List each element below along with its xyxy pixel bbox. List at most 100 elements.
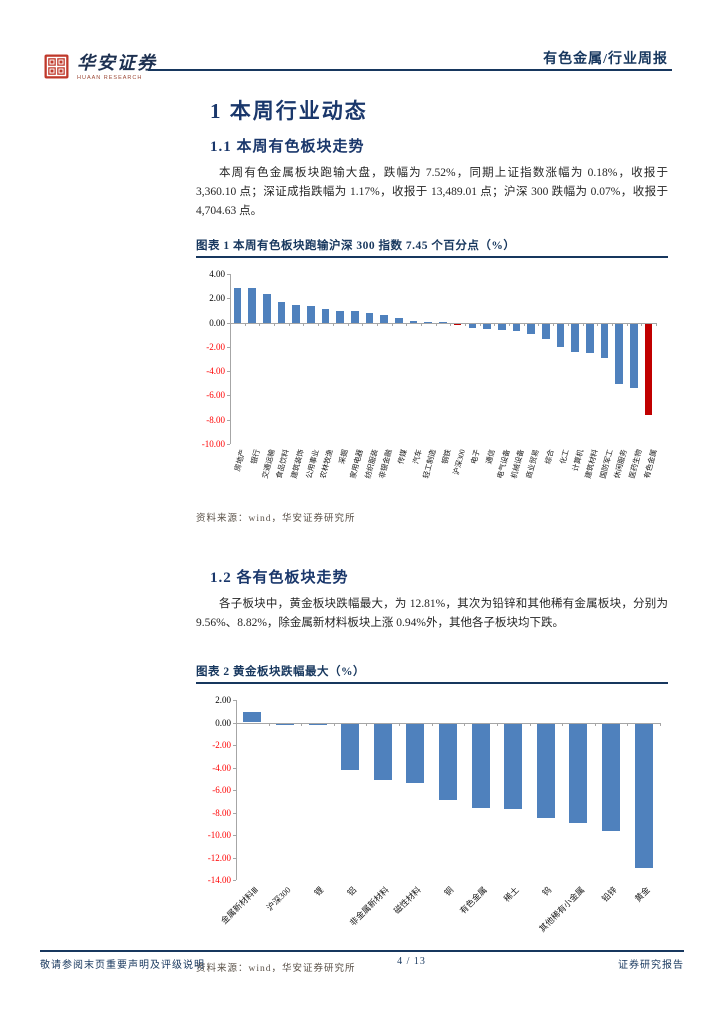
y-tick-label: 0.00 [209,317,225,328]
logo-subtitle: HUAAN RESEARCH [77,75,143,81]
x-category-label: 金属新材料Ⅲ [218,884,261,926]
logo-title: 华安证券 [77,53,157,73]
bar [630,323,638,388]
y-tick-label: -10.00 [207,830,231,840]
y-axis-tick [233,767,236,769]
x-axis-tick [660,722,661,726]
y-axis-tick [227,444,230,445]
bar [373,723,392,780]
x-axis-tick [567,322,569,326]
x-category-label: 有色金属 [457,884,489,916]
bar [292,304,300,323]
subsection-title-1-2: 1.2 各有色板块走势 [210,570,349,586]
bar [439,321,447,323]
x-axis-tick [318,322,320,326]
x-axis-tick [435,322,437,326]
x-category-label: 铜 [442,884,456,898]
bar [321,309,330,323]
x-axis-tick [347,322,349,326]
y-tick-label: -6.00 [212,785,231,795]
y-axis-tick [233,745,236,746]
bar [483,323,491,330]
x-axis-tick [366,722,368,726]
x-axis-tick [594,722,596,726]
x-category-label: 传媒 [396,448,409,466]
x-axis-tick [259,322,261,326]
bar [341,723,360,770]
bar [380,314,389,323]
x-axis-tick [399,722,401,726]
bar [439,723,457,800]
figure2-source: 资料来源：wind，华安证券研究所 [196,964,356,974]
x-axis-tick [376,322,378,326]
x-axis-tick [333,722,335,726]
header-divider [148,69,672,71]
x-axis-tick [301,722,303,726]
x-category-label: 综合 [542,448,556,466]
x-axis-tick [656,322,657,326]
bar [542,323,550,340]
paragraph-subsector-performance: 各子板块中，黄金板块跌幅最大，为 12.81%，其次为铅锌和其他稀有金属板块，分… [196,598,668,629]
bar [536,723,555,818]
x-category-label: 锂 [312,884,326,898]
bar [424,321,433,323]
bar [233,287,242,323]
x-axis-tick [494,322,496,326]
y-tick-label: 0.00 [215,717,231,728]
paragraph-sector-performance: 本周有色金属板块跑输大盘，跌幅为 7.52%，同期上证指数涨幅为 0.18%，收… [196,167,668,217]
x-axis-tick [496,722,498,726]
x-category-label: 钢铁 [440,448,453,466]
x-axis-tick [431,722,433,726]
bar [602,723,621,832]
footer-disclaimer: 敬请参阅末页重要声明及评级说明 [40,960,205,971]
bar [248,287,256,323]
figure1-caption: 图表 1 本周有色板块跑输沪深 300 指数 7.45 个百分点（%） [196,237,668,258]
bar [504,723,523,809]
x-axis-tick [529,722,531,726]
bar [644,323,653,415]
bar [243,711,262,723]
zero-axis-line [236,722,660,724]
x-axis-tick [450,322,452,326]
huaan-seal-icon [44,54,69,79]
footer-report-label: 证券研究报告 [618,960,684,971]
x-axis-tick [244,322,246,326]
bar [615,323,624,385]
x-axis-tick [523,322,525,326]
bar [600,323,609,359]
x-category-label: 化工 [557,448,571,466]
page-header: 华安证券 HUAAN RESEARCH 有色金属/行业周报 [0,0,724,90]
x-axis-tick [268,722,270,726]
y-tick-label: -10.00 [201,439,225,449]
y-tick-label: -4.00 [206,366,225,377]
figure2-bar-chart: 2.00 0.00 -2.00 -4.00 -6.00 -8.00 -10.00 -12.00… [196,692,668,956]
x-axis-tick [406,322,408,326]
bar [395,317,403,323]
x-category-label: 铝 [344,884,358,898]
x-category-label: 稀土 [501,884,522,904]
figure2-caption: 图表 2 黄金板块跌幅最大（%） [196,663,668,684]
company-logo: 华安证券 HUAAN RESEARCH [44,54,157,81]
x-axis-tick [230,322,231,326]
x-axis-tick [562,722,564,726]
x-category-label: 房地产 [232,448,248,473]
y-tick-label: -8.00 [206,414,225,425]
x-axis-tick [288,322,290,326]
spacer [196,649,668,663]
y-tick-label: -12.00 [207,852,231,863]
spacer [196,524,668,566]
x-axis-tick [597,322,599,326]
x-category-label: 电子 [469,448,483,466]
report-type-label: 有色金属/行业周报 [543,52,668,67]
bar [351,311,359,323]
x-category-label: 通信 [484,448,497,466]
x-axis-tick [626,322,628,326]
bar [468,323,477,329]
y-axis-tick [233,722,236,724]
y-axis-line [236,700,237,880]
x-axis-tick [611,322,613,326]
y-tick-label: -8.00 [212,807,231,818]
x-axis-tick [362,322,364,326]
x-axis-tick [420,322,422,326]
